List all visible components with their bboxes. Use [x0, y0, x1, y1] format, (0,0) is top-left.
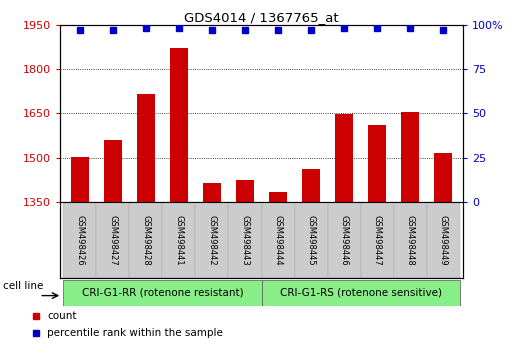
Text: CRI-G1-RS (rotenone sensitive): CRI-G1-RS (rotenone sensitive) — [279, 288, 441, 298]
Text: GSM498447: GSM498447 — [372, 215, 382, 265]
FancyBboxPatch shape — [130, 202, 163, 278]
Text: count: count — [48, 311, 77, 321]
Bar — [170, 48, 188, 202]
FancyBboxPatch shape — [294, 202, 327, 278]
Title: GDS4014 / 1367765_at: GDS4014 / 1367765_at — [184, 11, 339, 24]
FancyBboxPatch shape — [196, 202, 229, 278]
FancyBboxPatch shape — [427, 202, 460, 278]
Bar — [236, 180, 254, 202]
FancyBboxPatch shape — [63, 202, 96, 278]
Text: GSM498444: GSM498444 — [274, 215, 282, 265]
Text: GSM498428: GSM498428 — [141, 215, 151, 265]
Bar — [203, 183, 221, 202]
FancyBboxPatch shape — [96, 202, 130, 278]
FancyBboxPatch shape — [393, 202, 427, 278]
Bar — [71, 157, 89, 202]
FancyBboxPatch shape — [327, 202, 360, 278]
Text: GSM498441: GSM498441 — [175, 215, 184, 265]
Text: GSM498446: GSM498446 — [339, 215, 348, 265]
Text: GSM498442: GSM498442 — [208, 215, 217, 265]
FancyBboxPatch shape — [262, 280, 460, 306]
Text: GSM498445: GSM498445 — [306, 215, 315, 265]
Text: CRI-G1-RR (rotenone resistant): CRI-G1-RR (rotenone resistant) — [82, 288, 243, 298]
Bar — [137, 94, 155, 202]
Text: GSM498449: GSM498449 — [439, 215, 448, 265]
Text: GSM498426: GSM498426 — [75, 215, 84, 265]
Text: cell line: cell line — [3, 281, 43, 291]
FancyBboxPatch shape — [229, 202, 262, 278]
Text: GSM498427: GSM498427 — [108, 215, 118, 265]
Bar — [434, 153, 452, 202]
Bar — [269, 192, 287, 202]
Bar — [401, 113, 419, 202]
Bar — [368, 125, 386, 202]
Text: GSM498443: GSM498443 — [241, 215, 249, 265]
FancyBboxPatch shape — [163, 202, 196, 278]
Text: GSM498448: GSM498448 — [405, 215, 415, 265]
FancyBboxPatch shape — [63, 280, 262, 306]
Bar — [104, 140, 122, 202]
FancyBboxPatch shape — [262, 202, 294, 278]
Bar — [302, 170, 320, 202]
FancyBboxPatch shape — [360, 202, 393, 278]
Bar — [335, 114, 353, 202]
Text: percentile rank within the sample: percentile rank within the sample — [48, 329, 223, 338]
